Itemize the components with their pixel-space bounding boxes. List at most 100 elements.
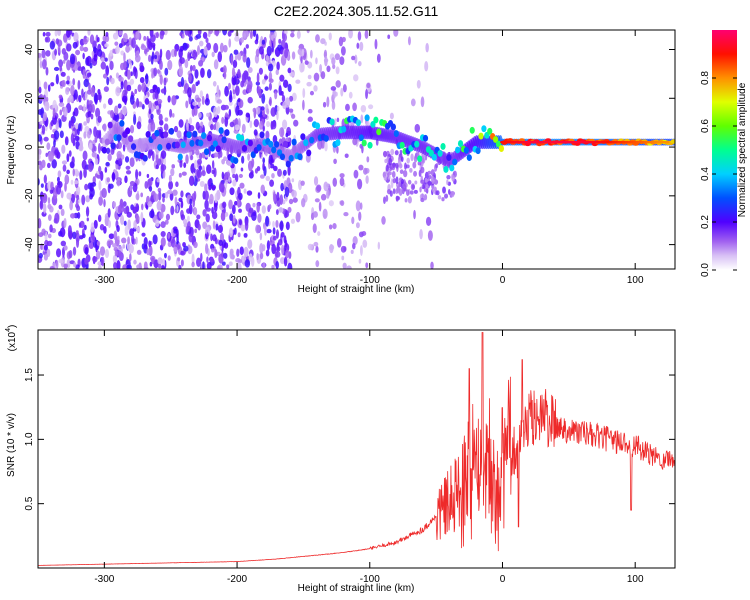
noise-blob	[38, 148, 42, 156]
noise-blob	[144, 181, 148, 189]
noise-blob	[212, 234, 217, 242]
snr-xtick-label: 100	[627, 574, 644, 585]
noise-blob	[197, 30, 202, 36]
ridge-blob	[449, 164, 455, 172]
ridge-blob	[215, 145, 221, 153]
noise-blob	[232, 89, 236, 95]
noise-blob	[301, 198, 306, 208]
noise-blob	[437, 195, 442, 200]
noise-blob	[108, 240, 114, 245]
noise-blob	[167, 255, 171, 261]
noise-blob	[277, 44, 283, 51]
noise-blob	[313, 176, 319, 186]
snr-scale-exponent: 4	[5, 328, 12, 332]
ridge-blob	[163, 131, 169, 138]
noise-blob	[389, 112, 394, 120]
noise-blob	[246, 84, 252, 94]
noise-blob	[358, 60, 362, 67]
noise-blob	[118, 76, 124, 82]
noise-blob	[430, 261, 434, 269]
noise-blob	[292, 197, 298, 203]
noise-blob	[198, 60, 204, 67]
noise-blob	[98, 196, 103, 206]
noise-blob	[216, 265, 221, 269]
noise-blob	[201, 170, 206, 177]
noise-blob	[259, 174, 265, 179]
noise-blob	[257, 213, 262, 223]
ridge-blob	[329, 118, 335, 126]
noise-blob	[158, 113, 163, 122]
noise-blob	[403, 169, 408, 178]
noise-blob	[112, 32, 119, 40]
noise-blob	[218, 254, 224, 264]
noise-blob	[365, 262, 369, 269]
noise-blob	[358, 258, 362, 264]
noise-blob	[211, 169, 215, 175]
noise-blob	[170, 168, 175, 177]
ridge-blob	[358, 134, 364, 142]
noise-blob	[208, 198, 214, 205]
noise-blob	[55, 38, 60, 45]
noise-blob	[176, 233, 179, 245]
noise-blob	[259, 120, 263, 130]
noise-blob	[171, 95, 177, 106]
noise-blob	[168, 174, 172, 183]
ridge-blob	[279, 153, 286, 161]
noise-blob	[256, 72, 260, 84]
ridge-blob	[119, 119, 125, 127]
noise-blob	[198, 165, 203, 171]
noise-blob	[191, 253, 195, 265]
noise-blob	[55, 73, 59, 85]
noise-blob	[340, 200, 345, 206]
noise-blob	[223, 104, 229, 110]
noise-blob	[133, 220, 137, 230]
noise-blob	[46, 240, 53, 247]
noise-blob	[183, 162, 187, 169]
noise-blob	[239, 182, 245, 189]
ridge-blob	[414, 140, 420, 148]
noise-blob	[266, 240, 270, 251]
noise-blob	[189, 64, 193, 72]
ridge-blob	[323, 135, 329, 142]
noise-blob	[360, 114, 364, 124]
noise-blob	[135, 169, 139, 180]
noise-blob	[179, 57, 185, 64]
ridge-blob	[431, 153, 437, 161]
noise-blob	[134, 88, 138, 95]
noise-blob	[47, 233, 52, 239]
noise-blob	[69, 161, 75, 169]
noise-blob	[58, 102, 65, 107]
noise-blob	[38, 244, 41, 253]
ridge-blob	[107, 121, 113, 129]
colorbar-tick-label: 0.2	[700, 215, 711, 229]
noise-blob	[245, 44, 249, 49]
noise-blob	[301, 62, 305, 73]
noise-blob	[135, 203, 140, 213]
noise-blob	[326, 96, 330, 108]
noise-blob	[240, 224, 246, 232]
noise-blob	[173, 246, 178, 253]
noise-blob	[84, 90, 88, 101]
noise-blob	[257, 192, 261, 199]
noise-blob	[139, 76, 145, 84]
noise-blob	[331, 57, 336, 66]
noise-blob	[239, 246, 244, 256]
noise-blob	[187, 51, 191, 62]
noise-blob	[129, 125, 135, 134]
noise-blob	[185, 100, 189, 109]
noise-blob	[78, 94, 82, 103]
noise-blob	[425, 42, 429, 53]
noise-blob	[90, 234, 96, 243]
noise-blob	[60, 208, 65, 217]
noise-blob	[206, 69, 212, 79]
noise-blob	[66, 80, 70, 85]
ridge-blob	[341, 125, 347, 133]
noise-blob	[336, 145, 339, 154]
noise-blob	[428, 174, 432, 180]
noise-blob	[133, 259, 137, 265]
noise-blob	[131, 233, 135, 245]
noise-blob	[73, 262, 77, 268]
noise-blob	[59, 130, 64, 139]
noise-blob	[204, 183, 208, 192]
